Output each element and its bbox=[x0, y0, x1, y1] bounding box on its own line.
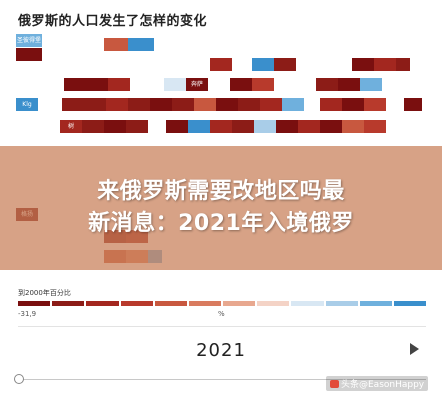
headline-banner: 来俄罗斯需要改地区吗最 新消息：2021年入境俄罗 bbox=[0, 146, 442, 270]
legend-title: 到2000年百分比 bbox=[18, 289, 71, 297]
map-cell[interactable] bbox=[342, 120, 364, 133]
map-cell-label: 圣彼得堡 bbox=[16, 37, 41, 44]
map-cell[interactable] bbox=[404, 98, 422, 111]
map-cell[interactable] bbox=[320, 98, 342, 111]
headline-line-1: 来俄罗斯需要改地区吗最 bbox=[97, 179, 345, 204]
map-cell[interactable] bbox=[282, 98, 304, 111]
map-cell[interactable] bbox=[106, 98, 128, 111]
map-cell[interactable] bbox=[252, 78, 274, 91]
map-cell[interactable] bbox=[104, 38, 128, 51]
map-cell[interactable] bbox=[194, 98, 216, 111]
divider bbox=[18, 326, 426, 327]
legend-swatch bbox=[18, 301, 51, 306]
map-cell[interactable] bbox=[320, 120, 342, 133]
map-cell[interactable] bbox=[86, 78, 108, 91]
legend-swatch bbox=[120, 301, 153, 306]
play-icon[interactable] bbox=[410, 343, 419, 355]
legend-swatch bbox=[325, 301, 358, 306]
watermark-text: 头条@EasonHappy bbox=[341, 380, 425, 390]
map-cell[interactable] bbox=[298, 120, 320, 133]
map-cell[interactable] bbox=[274, 58, 296, 71]
map-cell[interactable] bbox=[210, 58, 232, 71]
map-cell[interactable] bbox=[108, 78, 130, 91]
watermark-logo-icon bbox=[330, 380, 339, 388]
map-cell[interactable] bbox=[316, 78, 338, 91]
map-cell[interactable] bbox=[396, 58, 410, 71]
map-cell[interactable] bbox=[230, 78, 252, 91]
legend-swatch bbox=[257, 301, 290, 306]
legend-swatch bbox=[154, 301, 187, 306]
watermark: 头条@EasonHappy bbox=[326, 376, 429, 391]
map-cell[interactable] bbox=[364, 120, 386, 133]
map-cell[interactable] bbox=[62, 98, 84, 111]
map-cell[interactable] bbox=[252, 58, 274, 71]
map-cell[interactable]: 圣彼得堡 bbox=[16, 34, 42, 47]
map-cell[interactable] bbox=[210, 120, 232, 133]
legend-unit-label: % bbox=[218, 310, 225, 318]
year-slider-handle[interactable] bbox=[14, 374, 24, 384]
page-title: 俄罗斯的人口发生了怎样的变化 bbox=[18, 14, 208, 29]
map-cell[interactable] bbox=[166, 120, 188, 133]
legend-swatch bbox=[291, 301, 324, 306]
map-cell-label: 奔萨 bbox=[190, 81, 203, 88]
population-tile-map: 圣彼得堡 奔萨 Klg bbox=[16, 34, 426, 274]
map-cell[interactable] bbox=[360, 78, 382, 91]
legend-min-label: -31,9 bbox=[18, 310, 37, 318]
legend-swatch bbox=[393, 301, 427, 306]
map-cell[interactable] bbox=[150, 98, 172, 111]
map-cell[interactable]: Klg bbox=[16, 98, 38, 111]
map-cell[interactable]: 树 bbox=[60, 120, 82, 133]
map-cell[interactable]: 奔萨 bbox=[186, 78, 208, 91]
map-cell-label: Klg bbox=[22, 101, 32, 108]
map-cell[interactable] bbox=[254, 120, 276, 133]
map-cell[interactable] bbox=[364, 98, 386, 111]
year-slider-track[interactable] bbox=[18, 379, 426, 380]
map-cell[interactable] bbox=[188, 120, 210, 133]
headline-line-2: 新消息：2021年入境俄罗 bbox=[88, 211, 354, 236]
color-legend bbox=[18, 301, 427, 306]
map-cell[interactable] bbox=[64, 78, 86, 91]
map-cell[interactable] bbox=[16, 48, 42, 61]
map-cell[interactable] bbox=[374, 58, 396, 71]
map-cell[interactable] bbox=[238, 98, 260, 111]
legend-swatch bbox=[223, 301, 256, 306]
map-cell[interactable] bbox=[128, 38, 154, 51]
map-cell[interactable] bbox=[164, 78, 186, 91]
year-label: 2021 bbox=[196, 340, 246, 361]
map-cell[interactable] bbox=[232, 120, 254, 133]
legend-swatch bbox=[188, 301, 222, 306]
map-cell[interactable] bbox=[128, 98, 150, 111]
legend-swatch bbox=[52, 301, 85, 306]
map-cell-label: 树 bbox=[67, 123, 74, 130]
map-cell[interactable] bbox=[276, 120, 298, 133]
legend-swatch bbox=[86, 301, 119, 306]
map-cell[interactable] bbox=[104, 120, 126, 133]
legend-swatch bbox=[359, 301, 392, 306]
map-cell[interactable] bbox=[172, 98, 194, 111]
map-cell[interactable] bbox=[126, 120, 148, 133]
map-cell[interactable] bbox=[216, 98, 238, 111]
map-cell[interactable] bbox=[84, 98, 106, 111]
map-cell[interactable] bbox=[260, 98, 282, 111]
map-cell[interactable] bbox=[342, 98, 364, 111]
map-cell[interactable] bbox=[82, 120, 104, 133]
map-cell[interactable] bbox=[352, 58, 374, 71]
map-cell[interactable] bbox=[338, 78, 360, 91]
